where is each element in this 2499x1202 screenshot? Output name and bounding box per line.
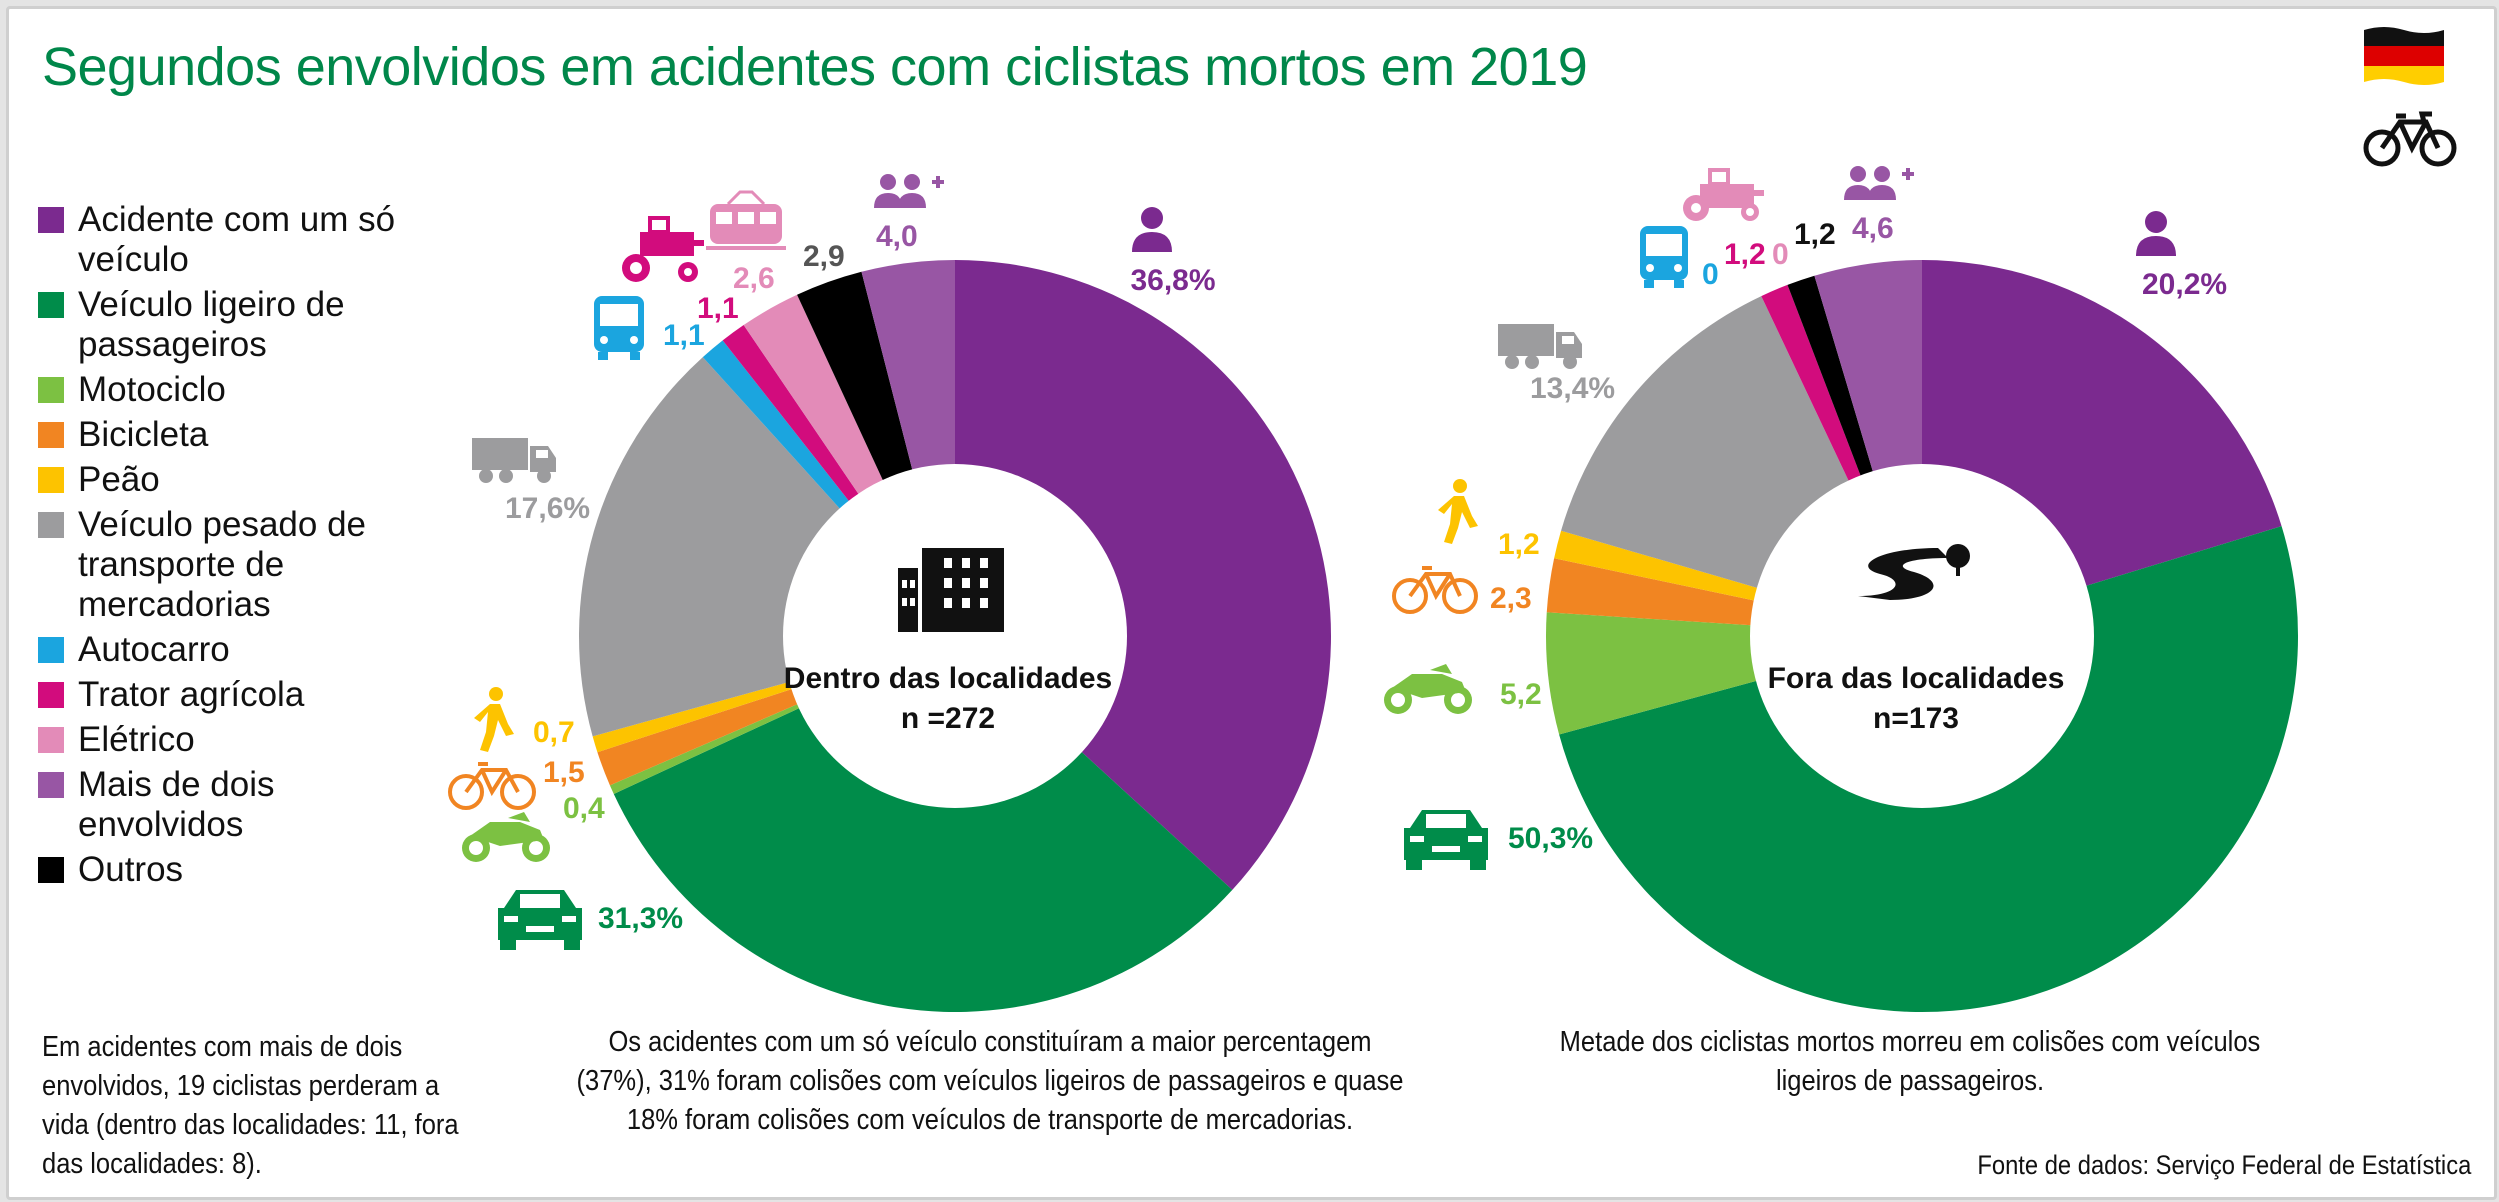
pie0-center-n: n =272 — [901, 702, 995, 735]
bicycle-icon — [2363, 111, 2457, 167]
legend-swatch-tractor — [38, 682, 64, 708]
pie0-label-multi: 4,0 — [876, 220, 918, 253]
pie1-label-other: 1,2 — [1794, 218, 1836, 251]
road-icon — [1858, 544, 1970, 600]
pie1-label-bus: 0 — [1702, 258, 1719, 291]
legend-label: Trator agrícola — [78, 675, 305, 714]
legend-label: Veículo pesado de transporte de mercador… — [78, 505, 367, 624]
legend-label: Outros — [78, 850, 184, 889]
legend-label: Bicicleta — [78, 415, 209, 454]
pie0-label-ped: 0,7 — [533, 716, 575, 749]
building-icon — [898, 548, 1004, 632]
note-middle: Os acidentes com um só veículo constituí… — [576, 1026, 1404, 1136]
legend-swatch-car — [38, 292, 64, 318]
truck-icon — [1498, 324, 1582, 369]
legend-swatch-truck — [38, 512, 64, 538]
pie0-label-tractor: 1,1 — [697, 292, 739, 325]
tractor-icon — [622, 216, 704, 282]
pie0-label-car: 31,3% — [598, 902, 683, 935]
bicycle-icon — [1392, 566, 1478, 614]
car-icon — [498, 890, 582, 950]
motorcycle-icon — [1384, 664, 1472, 714]
pie0-label-bike: 1,5 — [543, 756, 585, 789]
legend-label: Mais de dois envolvidos — [78, 765, 275, 844]
pie1-center-hole — [1750, 464, 2094, 808]
pie0-slice-car — [613, 636, 1233, 1012]
pie1-label-multi: 4,6 — [1852, 212, 1894, 245]
pie1-label-ped: 1,2 — [1498, 528, 1540, 561]
legend-label: Autocarro — [78, 630, 230, 669]
legend-swatch-bike — [38, 422, 64, 448]
train-icon — [706, 190, 786, 250]
legend-item-truck: Veículo pesado de transporte de mercador… — [36, 505, 416, 625]
pedestrian-icon — [474, 687, 514, 752]
car-icon — [1404, 810, 1488, 870]
bus-icon — [1640, 226, 1688, 288]
legend-item-tractor: Trator agrícola — [36, 675, 416, 715]
pie0-slice-single — [955, 260, 1331, 890]
legend-item-bike: Bicicleta — [36, 415, 416, 455]
pie1-label-tractor: 1,2 — [1724, 238, 1766, 271]
legend-item-other: Outros — [36, 850, 416, 890]
note-left: Em acidentes com mais de dois envolvidos… — [42, 1031, 459, 1180]
pie0-center-hole — [783, 464, 1127, 808]
pedestrian-icon — [1438, 479, 1478, 544]
legend-label: Motociclo — [78, 370, 226, 409]
legend-label: Peão — [78, 460, 160, 499]
pie0-center-title: Dentro das localidades — [784, 662, 1112, 695]
legend-item-multi: Mais de dois envolvidos — [36, 765, 416, 845]
pie1-label-train: 0 — [1772, 238, 1789, 271]
data-source: Fonte de dados: Serviço Federal de Estat… — [1977, 1150, 2471, 1180]
legend-swatch-other — [38, 857, 64, 883]
pie0-label-moto: 0,4 — [563, 792, 605, 825]
legend-item-moto: Motociclo — [36, 370, 416, 410]
legend-item-bus: Autocarro — [36, 630, 416, 670]
pie1-label-truck: 13,4% — [1530, 372, 1615, 405]
legend-swatch-single — [38, 207, 64, 233]
bus-icon — [594, 296, 644, 360]
pie-chart-inside — [578, 260, 1331, 1012]
pie1-label-bike: 2,3 — [1490, 582, 1532, 615]
legend-item-train: Elétrico — [36, 720, 416, 760]
legend-item-single: Acidente com um só veículo — [36, 200, 416, 280]
legend-swatch-multi — [38, 772, 64, 798]
pie0-label-bus: 1,1 — [663, 319, 705, 352]
people-plus-icon — [874, 174, 944, 208]
legend-label: Elétrico — [78, 720, 195, 759]
pie1-label-car: 50,3% — [1508, 822, 1593, 855]
legend-swatch-bus — [38, 637, 64, 663]
bicycle-icon — [448, 762, 536, 810]
pie0-label-truck: 17,6% — [505, 492, 590, 525]
legend-item-ped: Peão — [36, 460, 416, 500]
pie0-label-single: 36,8% — [1130, 264, 1215, 297]
legend-swatch-moto — [38, 377, 64, 403]
tractor-icon — [1683, 168, 1764, 221]
people-plus-icon — [1844, 166, 1914, 200]
germany-flag-icon — [2364, 27, 2444, 85]
person-icon — [2136, 211, 2176, 256]
person-icon — [1132, 207, 1172, 252]
pie1-label-single: 20,2% — [2142, 268, 2227, 301]
legend-label: Acidente com um só veículo — [78, 200, 396, 279]
pie0-label-train: 2,6 — [733, 262, 775, 295]
legend-swatch-train — [38, 727, 64, 753]
page-title: Segundos envolvidos em acidentes com cic… — [42, 37, 1588, 97]
note-right: Metade dos ciclistas mortos morreu em co… — [1559, 1026, 2261, 1097]
pie-chart-outside — [1546, 260, 2299, 1013]
pie1-label-moto: 5,2 — [1500, 678, 1542, 711]
truck-icon — [472, 438, 556, 483]
pie1-center-title: Fora das localidades — [1768, 662, 2065, 695]
legend: Acidente com um só veículo Veículo ligeir… — [36, 200, 416, 895]
legend-label: Veículo ligeiro de passageiros — [78, 285, 345, 364]
pie0-label-other: 2,9 — [803, 240, 845, 273]
legend-item-car: Veículo ligeiro de passageiros — [36, 285, 416, 365]
legend-swatch-ped — [38, 467, 64, 493]
pie1-center-n: n=173 — [1873, 702, 1959, 735]
motorcycle-icon — [462, 812, 550, 862]
